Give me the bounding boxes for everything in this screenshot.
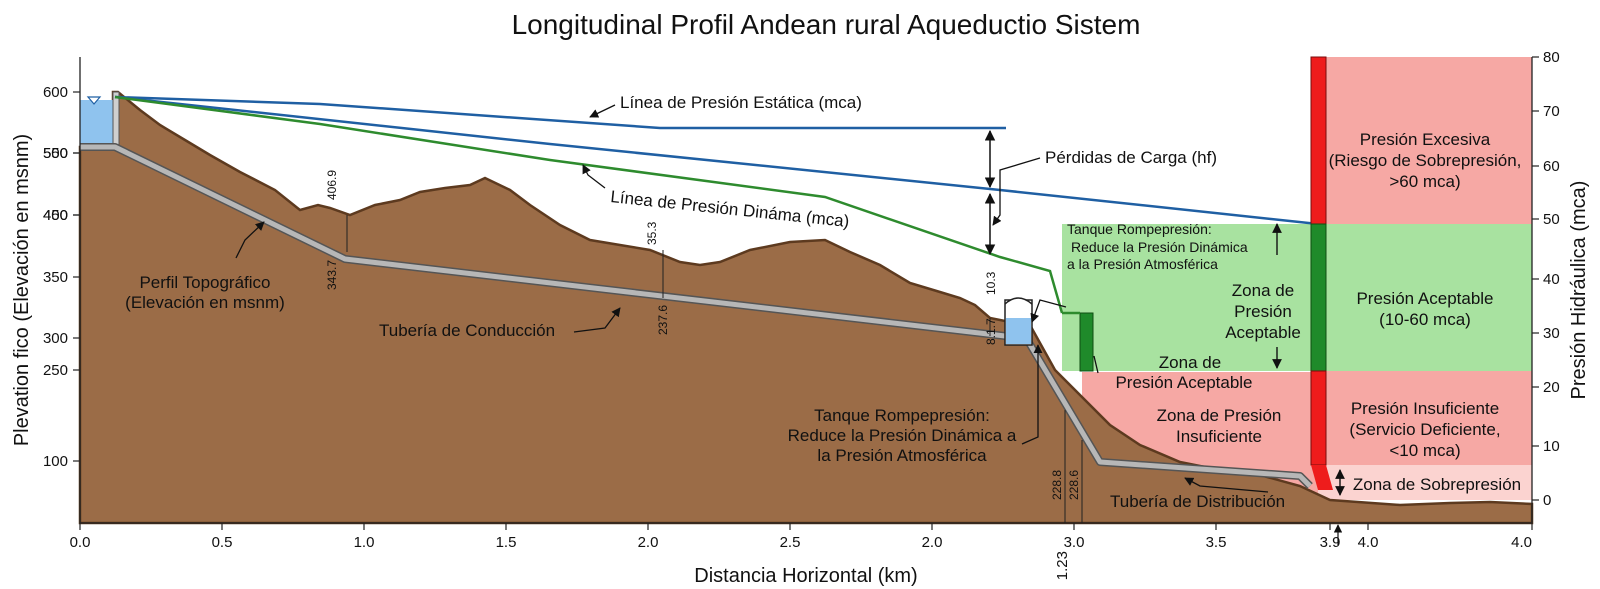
y-left-tick-label: 250	[43, 362, 68, 379]
legend-insufficient-3: <10 mca)	[1389, 441, 1460, 460]
x-tick-label: 0.0	[70, 534, 91, 551]
y-right-tick-label: 10	[1543, 438, 1560, 455]
tank-upper-label-2: Reduce la Presión Dinámica	[1071, 239, 1248, 255]
pressure-bar-red-bottom	[1310, 370, 1327, 466]
y-right-axis-ticks: 80 70 60 50 40 30 20 10 0	[1532, 49, 1560, 509]
legend-acceptable-2: (10-60 mca)	[1379, 310, 1471, 329]
distribution-pipe-label: Tubería de Distribución	[1110, 492, 1285, 511]
zone-acceptable-mid-1: Zona de	[1232, 281, 1294, 300]
dynamic-pressure-line	[114, 95, 1064, 314]
tank-upper-label-1: Tanque Rompepresión:	[1067, 221, 1212, 237]
tank-lower-label-2: Reduce la Presión Dinámica a	[788, 426, 1017, 445]
legend-insufficient-1: Presión Insuficiente	[1351, 399, 1499, 418]
y-right-tick-label: 0	[1543, 492, 1551, 509]
y-right-tick-label: 70	[1543, 103, 1560, 120]
reservoir-water	[80, 100, 115, 145]
zone-insufficient-1: Zona de Presión	[1157, 406, 1282, 425]
zone-insufficient-wedge	[1082, 372, 1318, 500]
zone-excessive-band	[1318, 57, 1532, 224]
y-left-tick-label: 500	[43, 145, 68, 162]
x-tick-label: 2.5	[780, 534, 801, 551]
x-tick-label: 4.0	[1511, 534, 1532, 551]
y-left-tick-label: 350	[43, 269, 68, 286]
elevation-marks	[346, 215, 1083, 523]
x-tick-label: 0.5	[212, 534, 233, 551]
terrain-label-1: Perfil Topográfico	[139, 273, 270, 292]
elevation-mark-4: 237.6	[656, 305, 670, 335]
reservoir-wall	[112, 91, 120, 148]
y-left-tick-label: 100	[43, 453, 68, 470]
pressure-bar-green	[1310, 223, 1327, 372]
x-tick-label: 3.0	[1064, 534, 1085, 551]
pointer-arrows	[235, 104, 1269, 493]
head-loss-label: Pérdidas de Carga (hf)	[1045, 148, 1217, 167]
zone-acceptable-low-1: Zona de	[1159, 353, 1221, 372]
x-tick-label: 2.0	[638, 534, 659, 551]
elevation-mark-6: 8.1.7	[984, 318, 998, 345]
elevation-mark-8: 228.6	[1067, 470, 1081, 500]
y-right-tick-label: 60	[1543, 158, 1560, 175]
zone-acceptable-low-2: Presión Aceptable	[1115, 373, 1252, 392]
legend-excessive-3: >60 mca)	[1389, 172, 1460, 191]
zone-insufficient-2: Insuficiente	[1176, 427, 1262, 446]
tank-upper-label-3: a la Presión Atmosférica	[1067, 256, 1218, 272]
zone-insufficient-band	[1318, 371, 1532, 465]
zone-acceptable-mid-2: Presión	[1234, 302, 1292, 321]
legend-excessive-2: (Riesgo de Sobrepresión,	[1329, 151, 1522, 170]
x-tick-label: 3.5	[1206, 534, 1227, 551]
conduction-pipe-label: Tubería de Conducción	[379, 321, 555, 340]
pressure-bar-tip	[1311, 465, 1333, 490]
terrain-label-2: (Elevación en msnm)	[125, 293, 285, 312]
tank-lower-label-3: la Presión Atmosférica	[817, 446, 987, 465]
x-tick-label: 1.0	[354, 534, 375, 551]
legend-excessive-1: Presión Excesiva	[1360, 130, 1491, 149]
water-level-icon	[86, 96, 102, 105]
elevation-mark-3: 35.3	[645, 221, 659, 245]
zone-acceptable-mid-3: Aceptable	[1225, 323, 1301, 342]
y-right-tick-label: 40	[1543, 271, 1560, 288]
y-left-axis-title: Plevation fico (Elevación en msnm)	[11, 134, 33, 446]
tank-lower-label-1: Tanque Rompepresión:	[814, 406, 990, 425]
elevation-mark-5: 10.3	[984, 271, 998, 295]
y-right-tick-label: 80	[1543, 49, 1560, 66]
legend-acceptable-1: Presión Aceptable	[1356, 289, 1493, 308]
static-line-label: Línea de Presión Estática (mca)	[620, 93, 862, 112]
y-left-tick-label: 550	[43, 145, 68, 162]
break-pressure-tank-lower	[1004, 297, 1033, 346]
diagram-title: Longitudinal Profil Andean rural Aqueduc…	[512, 9, 1141, 40]
elevation-mark-2: 343.7	[325, 260, 339, 290]
x-tick-label: 1.5	[496, 534, 517, 551]
zone-overpressure-label: Zona de Sobrepresión	[1353, 475, 1521, 494]
y-right-axis-title: Presión Hidráulica (mca)	[1568, 181, 1590, 400]
x-axis-title: Distancia Horizontal (km)	[694, 565, 917, 587]
distribution-pipe-fill	[1022, 334, 1312, 488]
zone-acceptable-band	[1062, 224, 1532, 371]
pressure-zones	[1062, 57, 1532, 500]
legend-insufficient-2: (Servicio Deficiente,	[1349, 420, 1500, 439]
elevation-mark-1: 406.9	[325, 170, 339, 200]
y-left-tick-label: 600	[43, 84, 68, 101]
static-pressure-line-2	[114, 95, 1319, 226]
y-right-tick-label: 50	[1543, 211, 1560, 228]
y-left-tick-label: 400	[43, 207, 68, 224]
axes	[79, 57, 1533, 524]
reservoir	[80, 91, 120, 148]
x-tick-label: 3.9	[1320, 534, 1341, 551]
x-tick-label: 4.0	[1358, 534, 1379, 551]
pressure-bar-red-top	[1310, 56, 1327, 225]
elevation-mark-7: 228.8	[1050, 470, 1064, 500]
y-left-tick-label: 450	[43, 207, 68, 224]
y-right-tick-label: 20	[1543, 379, 1560, 396]
break-pressure-tank-upper	[1062, 311, 1094, 372]
x-tick-label: 2.0	[922, 534, 943, 551]
static-pressure-line	[114, 95, 1006, 130]
y-right-tick-label: 30	[1543, 325, 1560, 342]
zone-overpressure-band	[1318, 465, 1532, 500]
y-left-tick-label: 300	[43, 330, 68, 347]
x-axis-ticks: 0.0 0.5 1.0 1.5 2.0 2.5 2.0 3.0 3.5 3.9 4.0 4.0 1.23	[70, 523, 1533, 580]
x-tick-label-extra: 1.23	[1054, 551, 1071, 580]
conduction-pipe-fill	[80, 144, 1006, 339]
